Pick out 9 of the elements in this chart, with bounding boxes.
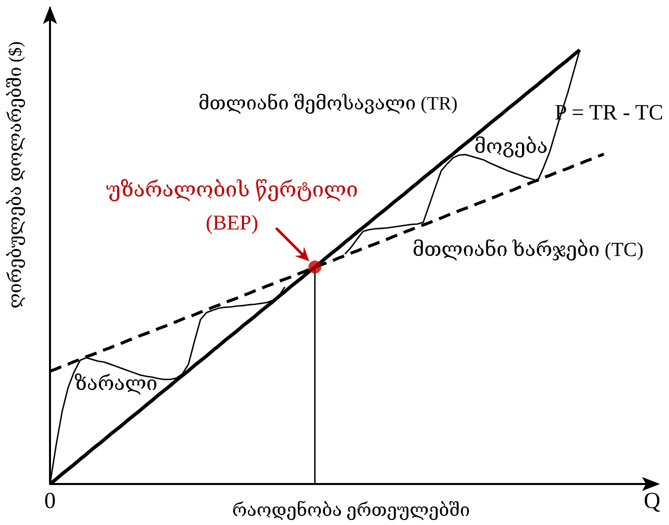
series-label: მთლიანი ხარჯები (TC)	[412, 239, 644, 261]
annotation: მოგება	[474, 136, 548, 158]
x-axis-title: რაოდენობა ერთეულებში	[232, 500, 470, 521]
series-label: მთლიანი შემოსავალი (TR)	[198, 94, 458, 114]
annotation: ზარალი	[74, 373, 158, 395]
text: უზარალობის წერტილი (BEP)	[106, 178, 358, 234]
x-tick-label: Q	[644, 488, 661, 513]
x-tick-label: 0	[44, 488, 56, 513]
y-axis-title: ღირებულება დოლარებში ($)	[5, 41, 26, 309]
